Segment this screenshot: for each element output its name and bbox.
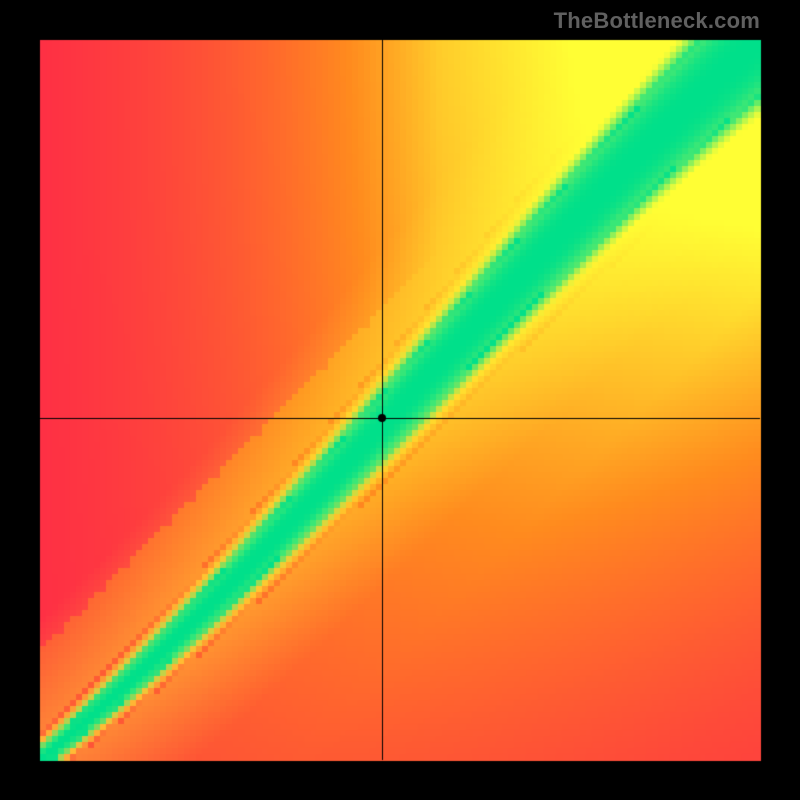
heatmap-canvas xyxy=(0,0,800,800)
chart-container: TheBottleneck.com xyxy=(0,0,800,800)
watermark-text: TheBottleneck.com xyxy=(554,8,760,34)
